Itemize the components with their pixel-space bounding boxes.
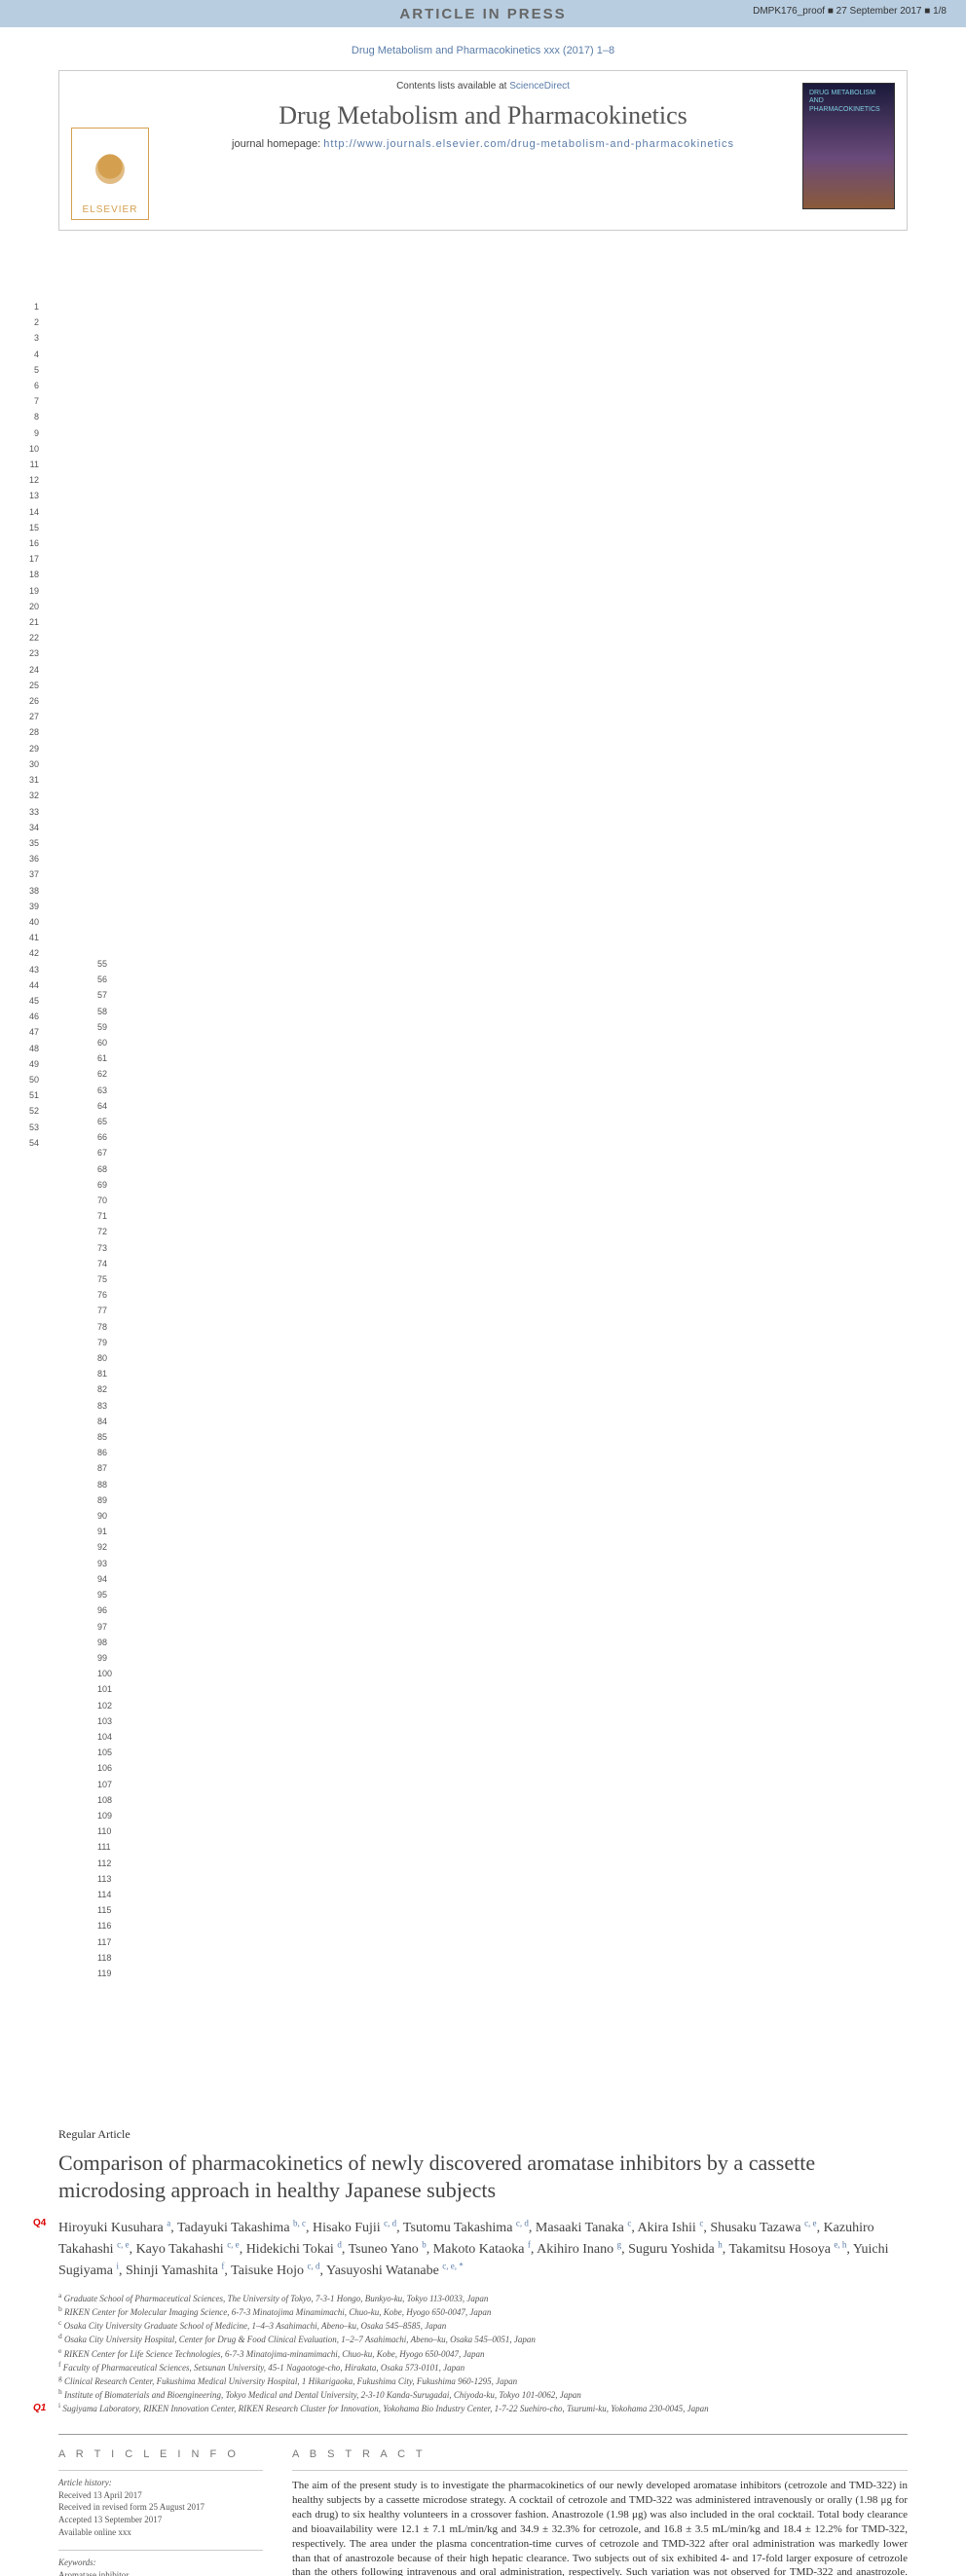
abstract-text: The aim of the present study is to inves…: [292, 2470, 908, 2576]
q1-marker: Q1: [33, 2402, 46, 2415]
article-history: Article history: Received 13 April 2017 …: [58, 2470, 263, 2538]
abstract-heading: A B S T R A C T: [292, 2448, 908, 2460]
online-date: Available online xxx: [58, 2526, 263, 2539]
line-numbers-right: 5556575859606162636465666768697071727374…: [97, 956, 122, 1981]
contents-available: Contents lists available at ScienceDirec…: [59, 81, 907, 92]
received-date: Received 13 April 2017: [58, 2489, 263, 2502]
info-heading: A R T I C L E I N F O: [58, 2448, 263, 2460]
sciencedirect-link[interactable]: ScienceDirect: [509, 81, 570, 92]
revised-date: Received in revised form 25 August 2017: [58, 2501, 263, 2514]
journal-header: ELSEVIER Contents lists available at Sci…: [58, 70, 908, 231]
line-numbers-left: 1234567891011121314151617181920212223242…: [19, 299, 39, 1151]
author-list: Q4 Hiroyuki Kusuhara a, Tadayuki Takashi…: [58, 2217, 908, 2281]
elsevier-tree-icon: [86, 145, 134, 199]
journal-ref-link[interactable]: Drug Metabolism and Pharmacokinetics xxx…: [352, 45, 614, 56]
history-label: Article history:: [58, 2477, 263, 2489]
accepted-date: Accepted 13 September 2017: [58, 2514, 263, 2526]
homepage-prefix: journal homepage:: [232, 138, 323, 150]
article-type: Regular Article: [58, 2127, 908, 2142]
article-title: Comparison of pharmacokinetics of newly …: [58, 2150, 908, 2203]
contents-prefix: Contents lists available at: [396, 81, 509, 92]
banner-text: ARTICLE IN PRESS: [399, 6, 566, 22]
authors-text: Hiroyuki Kusuhara a, Tadayuki Takashima …: [58, 2221, 888, 2278]
cover-text: DRUG METABOLISM AND PHARMACOKINETICS: [803, 84, 894, 120]
keywords-block: Keywords: Aromatase inhibitorMicrodosing…: [58, 2550, 263, 2576]
keywords-list: Aromatase inhibitorMicrodosing clinical …: [58, 2569, 263, 2576]
keywords-label: Keywords:: [58, 2557, 263, 2569]
abstract-column: A B S T R A C T The aim of the present s…: [292, 2448, 908, 2576]
affiliations: Q1 a Graduate School of Pharmaceutical S…: [58, 2291, 908, 2414]
proof-info: DMPK176_proof ■ 27 September 2017 ■ 1/8: [753, 6, 947, 17]
journal-title: Drug Metabolism and Pharmacokinetics: [59, 101, 907, 130]
proof-banner: ARTICLE IN PRESS DMPK176_proof ■ 27 Sept…: [0, 0, 966, 27]
journal-homepage: journal homepage: http://www.journals.el…: [59, 138, 907, 150]
journal-cover-thumbnail[interactable]: DRUG METABOLISM AND PHARMACOKINETICS: [802, 83, 895, 209]
homepage-link[interactable]: http://www.journals.elsevier.com/drug-me…: [323, 138, 734, 150]
article-info-column: A R T I C L E I N F O Article history: R…: [58, 2448, 263, 2576]
journal-reference: Drug Metabolism and Pharmacokinetics xxx…: [0, 45, 966, 56]
elsevier-text: ELSEVIER: [83, 204, 138, 215]
elsevier-logo[interactable]: ELSEVIER: [71, 128, 149, 220]
q4-marker: Q4: [33, 2217, 46, 2231]
